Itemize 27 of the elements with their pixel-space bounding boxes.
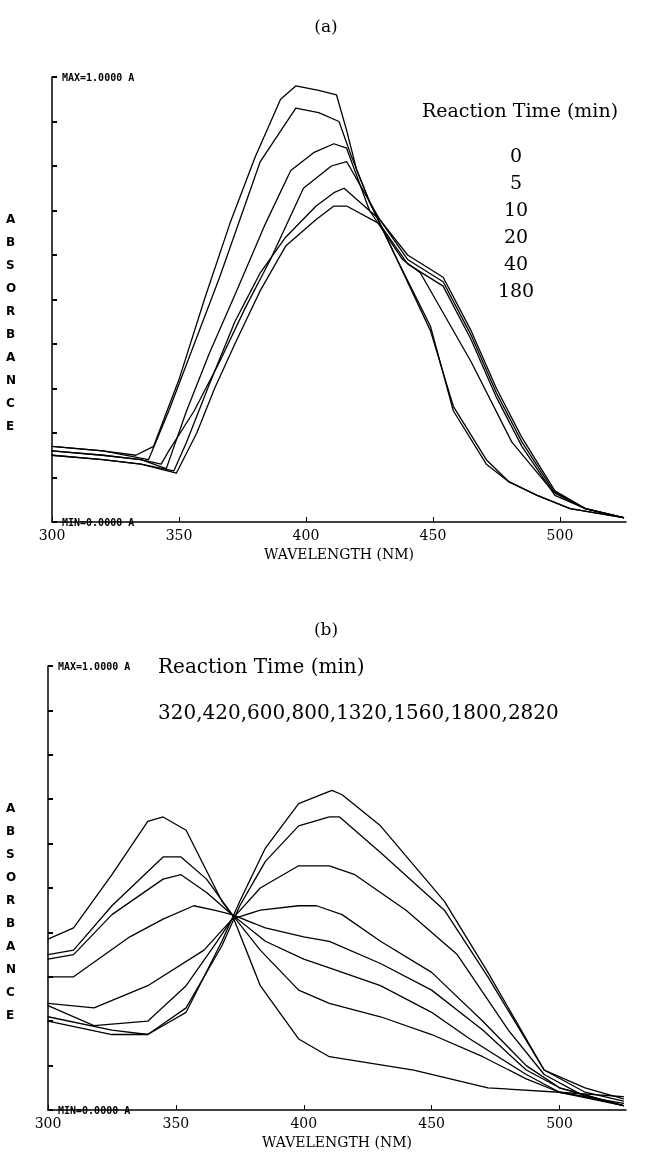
x-axis-title: WAVELENGTH (NM) bbox=[262, 1133, 412, 1150]
x-tick-label: 300 bbox=[34, 1115, 62, 1131]
annotation: 40 bbox=[503, 252, 529, 274]
x-tick-label: 300 bbox=[38, 527, 66, 543]
annotation: 20 bbox=[503, 225, 529, 247]
x-tick-label: 400 bbox=[290, 1115, 318, 1131]
x-tick-label: 500 bbox=[546, 1115, 573, 1131]
text: ABSORBANCE bbox=[6, 211, 17, 433]
annotation: Reaction Time (min) bbox=[158, 654, 365, 678]
x-tick-label: 450 bbox=[419, 527, 447, 543]
annotation: 10 bbox=[503, 198, 529, 220]
annotation: 5 bbox=[509, 171, 523, 193]
chart-title: (a) bbox=[314, 15, 338, 36]
annotation: 0 bbox=[509, 144, 523, 166]
annotation: 320,420,600,800,1320,1560,1800,2820 bbox=[158, 700, 559, 724]
x-tick-label: 500 bbox=[546, 527, 574, 543]
x-tick-label: 450 bbox=[418, 1115, 445, 1131]
chart-title: (b) bbox=[313, 618, 339, 639]
x-axis-title: WAVELENGTH (NM) bbox=[264, 545, 414, 562]
annotation: 180 bbox=[497, 279, 535, 301]
x-tick-label: 350 bbox=[162, 1115, 190, 1131]
y-tick-label: MAX=1.0000 A bbox=[62, 71, 135, 83]
annotation: Reaction Time (min) bbox=[421, 99, 619, 121]
text: ABSORBANCE bbox=[6, 800, 17, 1022]
x-tick-label: 350 bbox=[165, 527, 193, 543]
x-tick-label: 400 bbox=[292, 527, 320, 543]
y-tick-label: MAX=1.0000 A bbox=[58, 660, 131, 672]
